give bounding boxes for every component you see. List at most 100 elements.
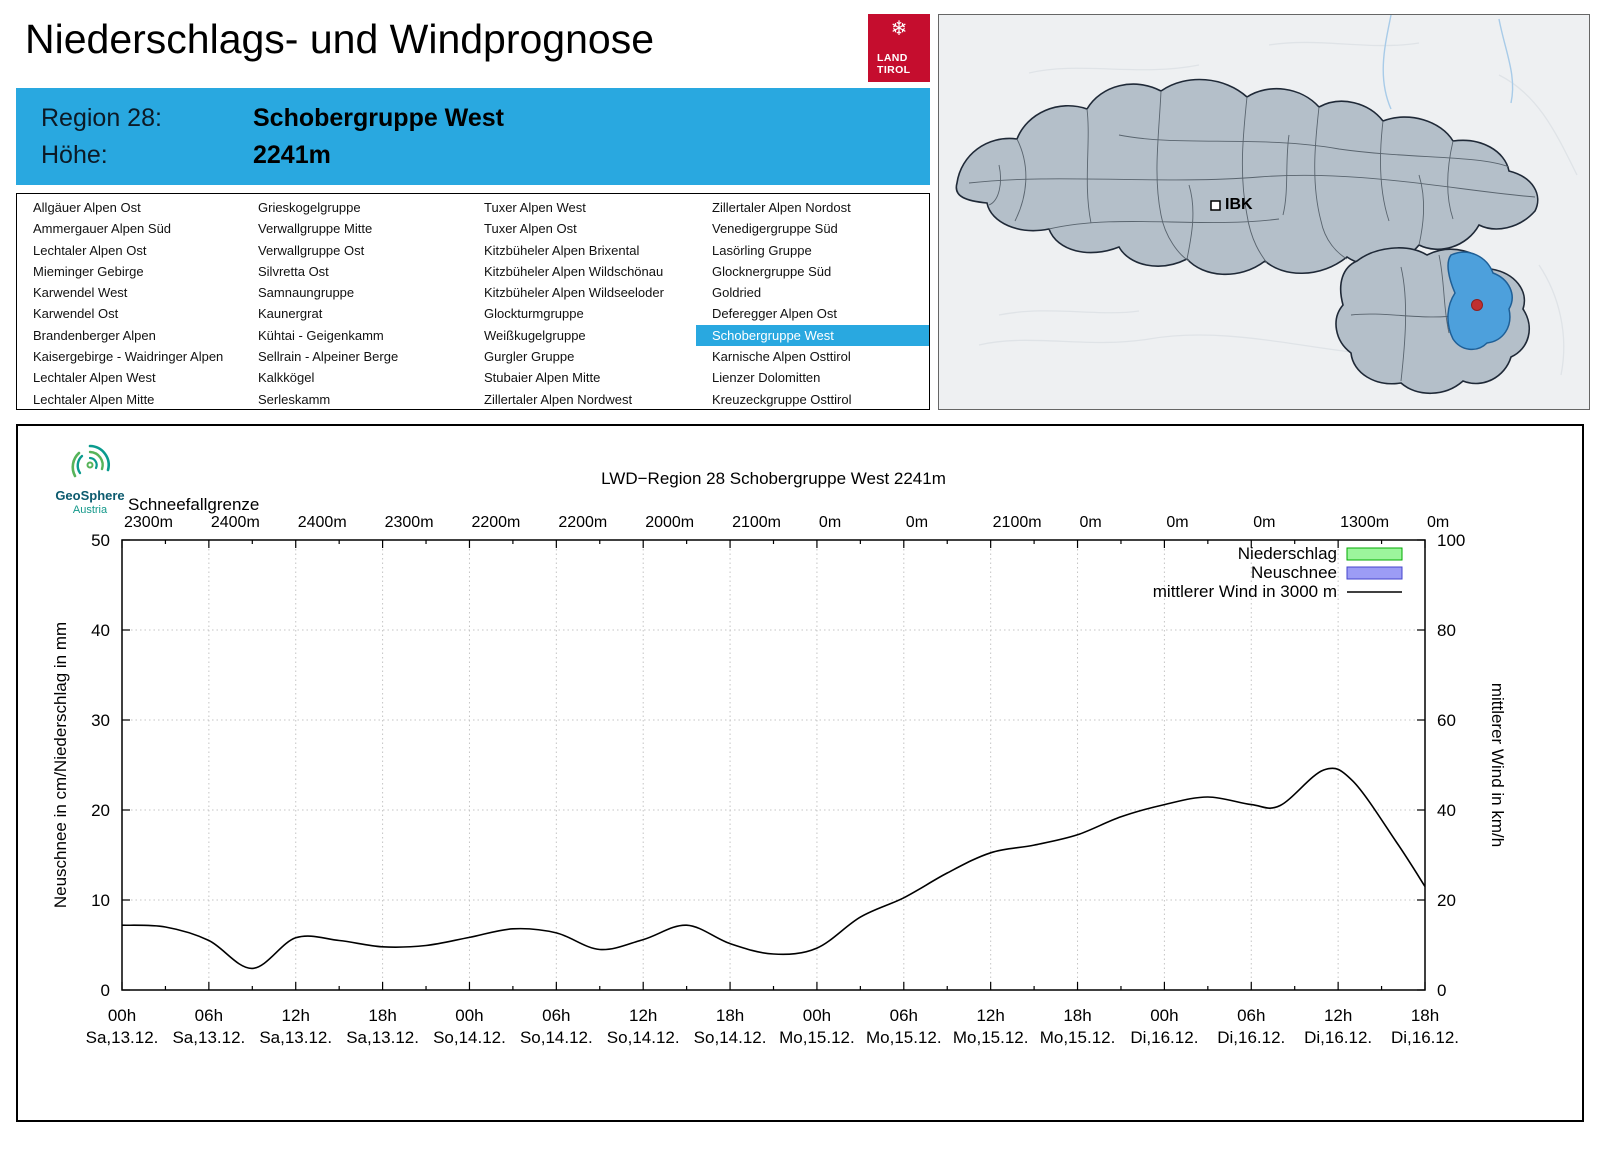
region-item[interactable]: Serleskamm (258, 391, 331, 407)
x-tick-time: 18h (1063, 1006, 1091, 1025)
region-item[interactable]: Lechtaler Alpen West (33, 370, 156, 386)
legend-label: Niederschlag (1238, 544, 1337, 563)
legend-label: mittlerer Wind in 3000 m (1153, 582, 1337, 601)
region-item[interactable]: Kitzbüheler Alpen Wildseeloder (484, 285, 664, 301)
region-item[interactable]: Karwendel West (33, 285, 128, 301)
snowline-value: 2100m (732, 514, 781, 531)
x-tick-time: 06h (1237, 1006, 1265, 1025)
geosphere-sub: Austria (72, 503, 108, 516)
x-tick-time: 12h (1324, 1006, 1352, 1025)
region-item[interactable]: Verwallgruppe Ost (258, 242, 365, 258)
wind-line (121, 767, 1426, 970)
x-tick-date: So,14.12. (607, 1028, 680, 1047)
region-item[interactable]: Verwallgruppe Mitte (258, 221, 373, 237)
region-item[interactable]: Brandenberger Alpen (33, 327, 156, 343)
region-item[interactable]: Deferegger Alpen Ost (712, 306, 838, 322)
logo-line1: LAND (877, 51, 908, 64)
region-item[interactable]: Zillertaler Alpen Nordost (712, 200, 851, 215)
region-item[interactable]: Tuxer Alpen West (484, 200, 586, 215)
x-tick-time: 06h (195, 1006, 223, 1025)
region-item[interactable]: Kitzbüheler Alpen Wildschönau (484, 263, 664, 279)
snowline-value: 0m (906, 514, 928, 531)
region-item[interactable]: Ammergauer Alpen Süd (33, 221, 172, 237)
region-item[interactable]: Lechtaler Alpen Ost (33, 242, 147, 258)
x-tick-time: 00h (455, 1006, 483, 1025)
map-rivers (1382, 15, 1514, 110)
region-item[interactable]: Samnaungruppe (258, 285, 355, 301)
land-tirol-logo: ❄ LAND TIROL (868, 14, 930, 82)
region-item[interactable]: Gurgler Gruppe (484, 349, 575, 365)
region-item[interactable]: Zillertaler Alpen Nordwest (484, 391, 633, 407)
snowline-value: 1300m (1340, 514, 1389, 531)
x-tick-date: So,14.12. (694, 1028, 767, 1047)
tirol-map[interactable]: IBK (938, 14, 1590, 410)
x-tick-date: Sa,13.12. (346, 1028, 419, 1047)
region-item[interactable]: Allgäuer Alpen Ost (33, 200, 141, 215)
map-city-marker (1210, 200, 1221, 211)
region-item[interactable]: Tuxer Alpen Ost (484, 221, 577, 237)
legend-label: Neuschnee (1251, 563, 1337, 582)
region-item[interactable]: Weißkugelgruppe (484, 327, 586, 343)
region-item[interactable]: Kaunergrat (258, 306, 323, 322)
x-tick-time: 18h (716, 1006, 744, 1025)
region-item[interactable]: Sellrain - Alpeiner Berge (258, 349, 399, 365)
x-tick-time: 00h (803, 1006, 831, 1025)
y-tick-label-right: 40 (1437, 801, 1456, 820)
forecast-chart-svg: 0 10 20 30 40 50 0 20 40 60 80 100 00h Sa,13.12. 06h Sa… (51, 469, 1507, 1047)
x-tick-time: 18h (1411, 1006, 1439, 1025)
region-item[interactable]: Lienzer Dolomitten (712, 370, 821, 386)
x-tick-time: 12h (976, 1006, 1004, 1025)
snowline-value: 2300m (385, 514, 434, 531)
region-item[interactable]: Karnische Alpen Osttirol (712, 349, 851, 365)
region-item[interactable]: Kalkkögel (258, 370, 315, 386)
region-item[interactable]: Glockturmgruppe (484, 306, 584, 322)
snowline-value: 0m (819, 514, 841, 531)
y-tick-label-right: 100 (1437, 531, 1465, 550)
region-banner: Region 28: Schobergruppe West Höhe: 2241… (16, 88, 930, 185)
region-item[interactable]: Lasörling Gruppe (712, 242, 812, 258)
region-item[interactable]: Kreuzeckgruppe Osttirol (712, 391, 852, 407)
region-item[interactable]: Kaisergebirge - Waidringer Alpen (33, 349, 224, 365)
snowline-value: 2100m (993, 514, 1042, 531)
region-item[interactable]: Karwendel Ost (33, 306, 119, 322)
region-item[interactable]: Kühtai - Geigenkamm (258, 327, 384, 343)
x-axis-labels: 00h Sa,13.12. 06h Sa,13.12. 12h Sa,13.12. 18h S… (86, 1006, 1459, 1047)
y-tick-label-left: 40 (91, 621, 110, 640)
region-item[interactable]: Mieminger Gebirge (33, 263, 144, 279)
altitude-row: Höhe: 2241m (41, 137, 930, 174)
logo-line2: TIROL (877, 63, 911, 76)
region-item[interactable]: Lechtaler Alpen Mitte (33, 391, 155, 407)
map-region-north-tirol[interactable] (955, 78, 1539, 276)
y-tick-label-left: 20 (91, 801, 110, 820)
x-tick-time: 18h (368, 1006, 396, 1025)
geosphere-name: GeoSphere (55, 488, 125, 503)
region-item[interactable]: Grieskogelgruppe (258, 200, 361, 215)
snowline-value: 0m (1080, 514, 1102, 531)
geosphere-logo: GeoSphere Austria (44, 442, 136, 516)
x-tick-date: Mo,15.12. (1040, 1028, 1116, 1047)
region-item[interactable]: Kitzbüheler Alpen Brixental (484, 242, 640, 258)
map-relief (978, 41, 1578, 376)
y-tick-label-left: 0 (101, 981, 110, 1000)
snowline-values: 2300m 2400m 2400m 2300m 2200m 2200m 2000m 2100m… (124, 514, 1449, 531)
tirol-map-svg[interactable]: IBK (939, 15, 1589, 409)
snowline-value: 2400m (298, 514, 347, 531)
region-item[interactable]: Venedigergruppe Süd (712, 221, 838, 237)
legend-swatch (1346, 566, 1403, 580)
region-item[interactable]: Goldried (712, 285, 762, 301)
region-item-selected[interactable]: Schobergruppe West (696, 324, 929, 347)
x-tick-time: 12h (629, 1006, 657, 1025)
region-item[interactable]: Silvretta Ost (258, 263, 329, 279)
region-column: Allgäuer Alpen Ost Ammergauer Alpen Süd Le… (17, 197, 242, 410)
x-tick-date: Sa,13.12. (86, 1028, 159, 1047)
snowline-label: Schneefallgrenze (128, 495, 259, 514)
y-tick-label-right: 20 (1437, 891, 1456, 910)
x-tick-date: So,14.12. (520, 1028, 593, 1047)
x-tick-date: Di,16.12. (1304, 1028, 1372, 1047)
region-item[interactable]: Stubaier Alpen Mitte (484, 370, 601, 386)
region-item[interactable]: Glocknergruppe Süd (712, 263, 832, 279)
snowline-value: 2000m (645, 514, 694, 531)
chart-title: LWD−Region 28 Schobergruppe West 2241m (601, 469, 946, 488)
